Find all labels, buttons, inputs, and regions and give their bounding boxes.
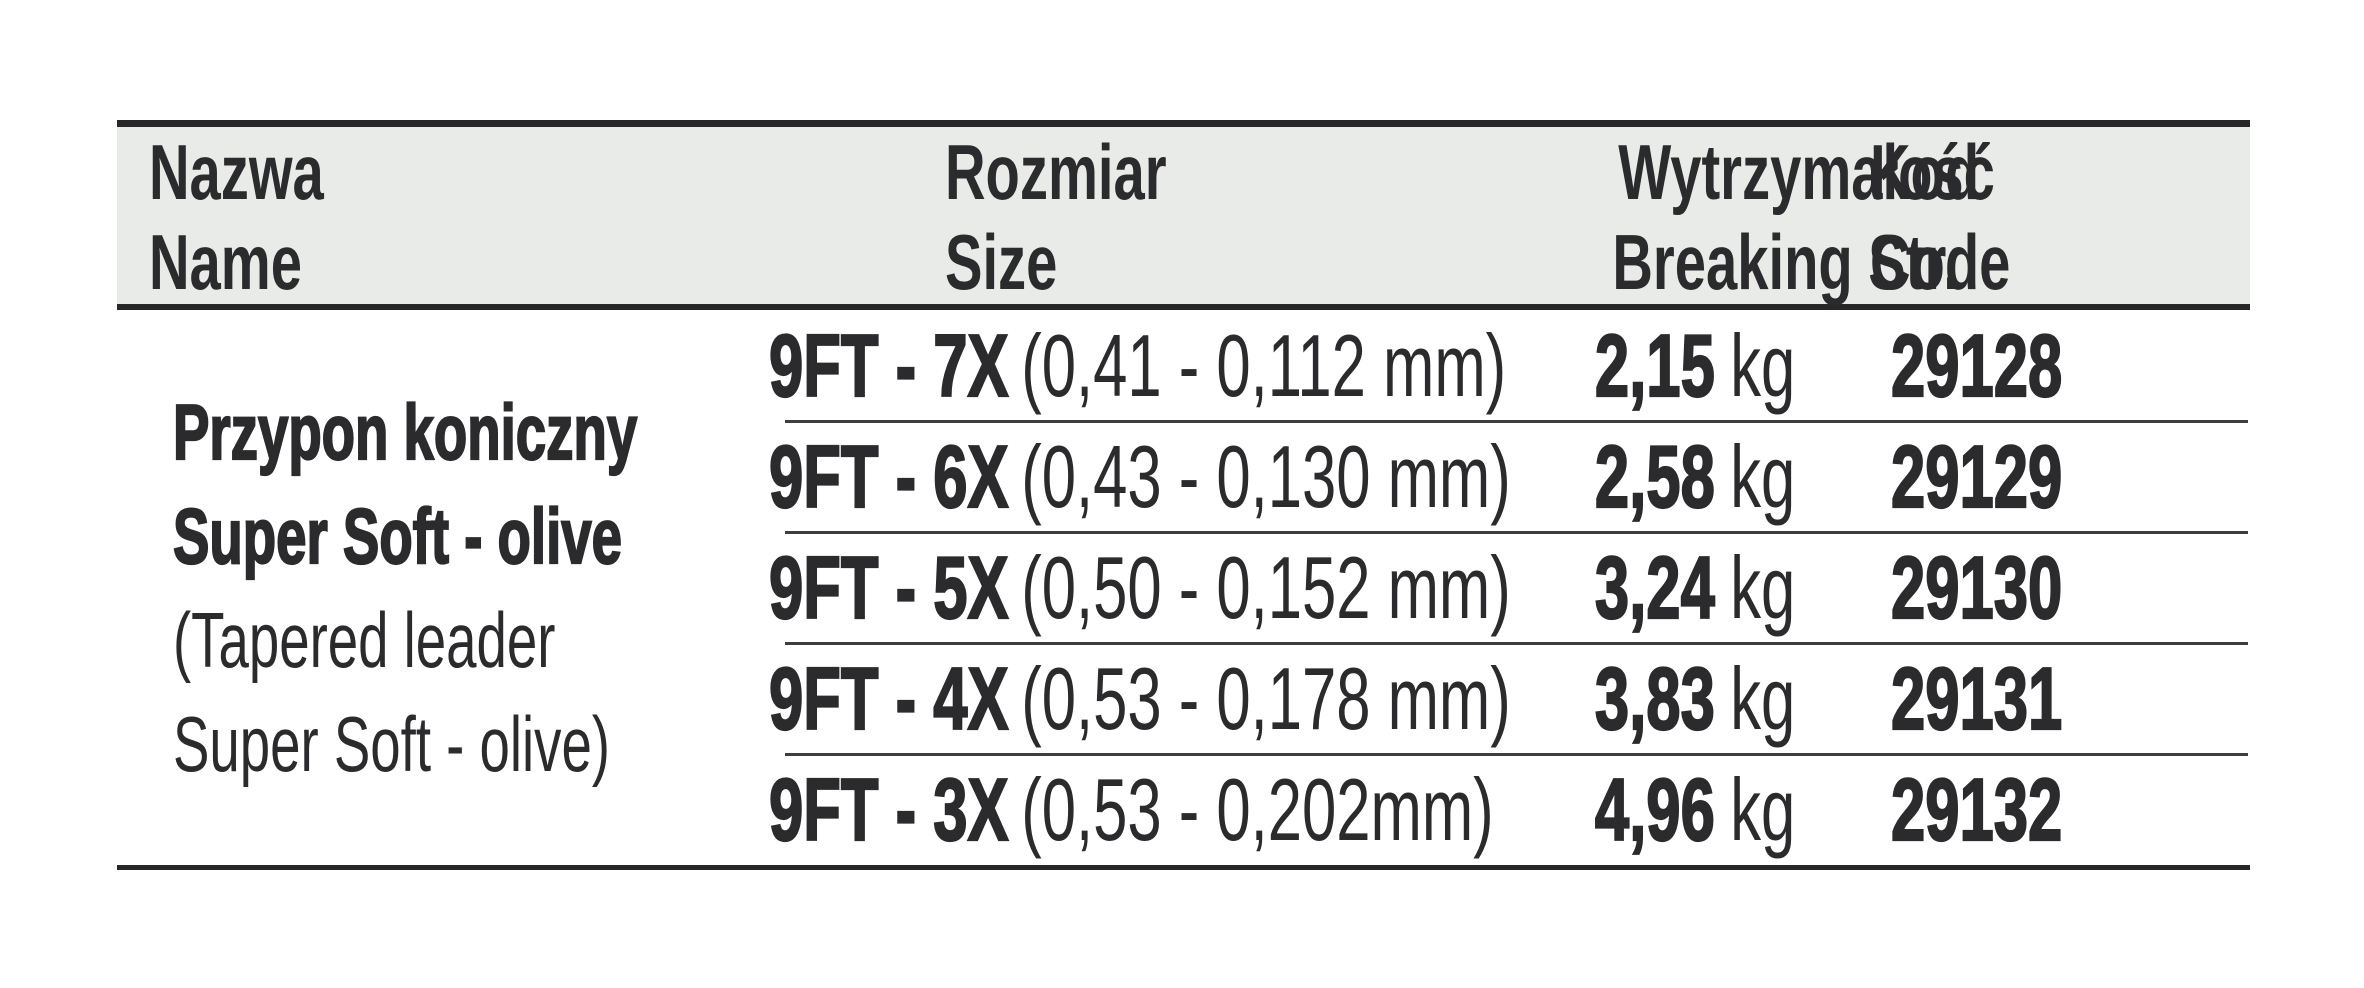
- header-size-pl: Rozmiar: [945, 128, 1167, 216]
- product-name-en-line1: (Tapered leader: [173, 595, 556, 684]
- header-size-en: Size: [945, 218, 1058, 306]
- size-cell: 9FT - 5X (0,50 - 0,152 mm): [745, 536, 1545, 637]
- strength-unit: kg: [1730, 537, 1796, 637]
- size-value: 9FT - 4X: [768, 647, 1009, 748]
- strength-cell: 3,24 kg: [1545, 536, 1845, 637]
- header-size: Rozmiar Size: [745, 127, 1545, 307]
- size-detail: (0,53 - 0,178 mm): [1021, 648, 1511, 748]
- header-name: Nazwa Name: [117, 127, 745, 307]
- spec-row: 9FT - 6X (0,43 - 0,130 mm) 2,58 kg 29129: [117, 421, 2250, 532]
- strength-unit: kg: [1730, 426, 1796, 526]
- size-cell: 9FT - 4X (0,53 - 0,178 mm): [745, 647, 1545, 748]
- spec-row: 9FT - 7X (0,41 - 0,112 mm) 2,15 kg 29128: [117, 310, 2250, 421]
- code-value: 29128: [1890, 314, 2063, 415]
- row-separator: [785, 642, 2248, 645]
- header-name-pl: Nazwa: [149, 128, 324, 216]
- table-body: Przypon koniczny Super Soft - olive (Tap…: [117, 310, 2250, 870]
- header-code-en: Code: [1870, 218, 2011, 306]
- code-value: 29130: [1890, 536, 2063, 637]
- size-value: 9FT - 7X: [768, 314, 1009, 415]
- strength-cell: 3,83 kg: [1545, 647, 1845, 748]
- strength-value: 3,24: [1594, 536, 1715, 637]
- spec-table: Nazwa Name Rozmiar Size Wytrzymałość Bre…: [117, 120, 2250, 870]
- size-value: 9FT - 5X: [768, 536, 1009, 637]
- spec-row: 9FT - 4X (0,53 - 0,178 mm) 3,83 kg 29131: [117, 643, 2250, 754]
- row-separator: [785, 531, 2248, 534]
- strength-cell: 2,15 kg: [1545, 314, 1845, 415]
- size-detail: (0,43 - 0,130 mm): [1021, 426, 1511, 526]
- size-cell: 9FT - 3X (0,53 - 0,202mm): [745, 758, 1545, 859]
- code-value: 29131: [1890, 647, 2063, 748]
- product-name: Przypon koniczny Super Soft - olive (Tap…: [117, 310, 745, 865]
- strength-value: 2,58: [1594, 425, 1715, 526]
- row-separator: [785, 753, 2248, 756]
- size-cell: 9FT - 6X (0,43 - 0,130 mm): [745, 425, 1545, 526]
- code-cell: 29130: [1845, 536, 2250, 637]
- size-detail: (0,41 - 0,112 mm): [1021, 315, 1507, 415]
- code-value: 29129: [1890, 425, 2063, 526]
- strength-value: 3,83: [1594, 647, 1715, 748]
- size-value: 9FT - 6X: [768, 425, 1009, 526]
- size-detail: (0,50 - 0,152 mm): [1021, 537, 1511, 637]
- spec-row: 9FT - 5X (0,50 - 0,152 mm) 3,24 kg 29130: [117, 532, 2250, 643]
- product-name-en-line2: Super Soft - olive): [173, 699, 610, 788]
- strength-unit: kg: [1730, 648, 1796, 748]
- strength-value: 2,15: [1594, 314, 1715, 415]
- code-cell: 29128: [1845, 314, 2250, 415]
- header-strength: Wytrzymałość Breaking Str.: [1545, 127, 1995, 307]
- header-strength-en: Breaking Str.: [1612, 218, 1959, 306]
- code-cell: 29132: [1845, 758, 2250, 859]
- size-value: 9FT - 3X: [768, 758, 1009, 859]
- spec-row: 9FT - 3X (0,53 - 0,202mm) 4,96 kg 29132: [117, 754, 2250, 865]
- product-name-pl-line2: Super Soft - olive: [172, 490, 623, 580]
- product-name-pl-line1: Przypon koniczny: [172, 386, 638, 476]
- strength-value: 4,96: [1594, 758, 1715, 859]
- size-cell: 9FT - 7X (0,41 - 0,112 mm): [745, 314, 1545, 415]
- code-value: 29132: [1890, 758, 2063, 859]
- table-header-row: Nazwa Name Rozmiar Size Wytrzymałość Bre…: [117, 120, 2250, 310]
- header-code-pl: Kod: [1870, 128, 1980, 216]
- header-name-en: Name: [149, 218, 302, 306]
- row-separator: [785, 420, 2248, 423]
- header-code: Kod Code: [1845, 127, 2250, 307]
- strength-cell: 2,58 kg: [1545, 425, 1845, 526]
- strength-cell: 4,96 kg: [1545, 758, 1845, 859]
- strength-unit: kg: [1730, 759, 1796, 859]
- code-cell: 29129: [1845, 425, 2250, 526]
- size-detail: (0,53 - 0,202mm): [1021, 759, 1494, 859]
- strength-unit: kg: [1730, 315, 1796, 415]
- header-strength-pl: Wytrzymałość: [1618, 128, 1995, 216]
- code-cell: 29131: [1845, 647, 2250, 748]
